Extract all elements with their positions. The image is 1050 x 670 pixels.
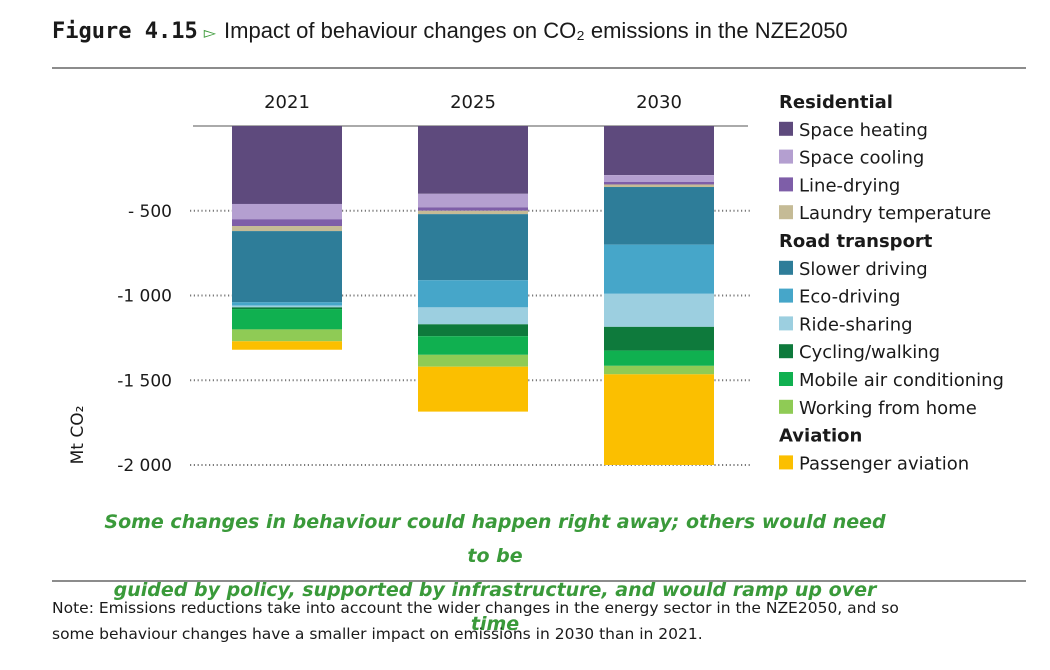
bar-2030-line-drying [604,181,714,185]
legend-item-eco-driving: Eco-driving [799,287,900,308]
y-axis-label: Mt CO₂ [68,406,88,465]
bar-2030-passenger-aviation [604,374,714,465]
y-tick-label-3: -2 000 [117,456,172,476]
bar-2025-line-drying [418,207,528,211]
bar-2021-ride-sharing [232,305,342,308]
category-label-2025: 2025 [450,92,496,113]
stacked-bar-chart: - 500 -1 000 -1 500 -2 000 Mt CO₂ 2021 2025 203… [68,92,1004,476]
figure-title: Figure 4.15 ▻ Impact of behaviour changes … [52,18,848,44]
category-label-2021: 2021 [264,92,310,113]
bar-2030-cycling-walking [604,326,714,351]
legend-swatch-space-heating [779,121,793,136]
bar-2030-space-cooling [604,175,714,182]
bar-2025-laundry-temperature [418,210,528,215]
bar-2030-laundry-temperature [604,184,714,188]
caption-divider [52,580,1026,582]
title-divider [52,67,1026,69]
legend-item-mobile-air-conditioning: Mobile air conditioning [799,370,1004,391]
legend-item-line-drying: Line-drying [799,175,900,196]
bar-2021-space-cooling [232,203,342,220]
legend-group-1: Road transport [779,231,933,252]
bar-2030-working-from-home [604,365,714,375]
bar-2025-cycling-walking [418,324,528,337]
y-tick-label-1: -1 000 [117,287,172,307]
bar-2025-space-cooling [418,193,528,208]
legend-swatch-cycling-walking [779,344,793,359]
bar-2025-space-heating [418,126,528,194]
note-line-1: Note: Emissions reductions take into acc… [52,599,899,617]
figure-arrow-icon: ▻ [203,23,217,42]
bar-2021-cycling-walking [232,307,342,310]
legend-item-passenger-aviation: Passenger aviation [799,453,969,474]
bar-2025-ride-sharing [418,307,528,325]
legend-swatch-laundry-temperature [779,205,793,220]
bar-2021-working-from-home [232,329,342,342]
legend-swatch-slower-driving [779,260,793,275]
bar-2025-mobile-air-conditioning [418,336,528,355]
caption-line-1: Some changes in behaviour could happen r… [104,511,886,567]
bar-2021-slower-driving [232,231,342,303]
bar-2025-slower-driving [418,214,528,281]
legend-item-laundry-temperature: Laundry temperature [799,203,991,224]
legend-swatch-working-from-home [779,399,793,414]
y-tick-label-0: - 500 [128,202,172,222]
legend-item-space-cooling: Space cooling [799,148,924,169]
bar-2021-eco-driving [232,302,342,306]
bar-2030-space-heating [604,126,714,176]
bar-2025-eco-driving [418,280,528,308]
legend-swatch-line-drying [779,177,793,192]
legend-swatch-passenger-aviation [779,455,793,470]
note-line-2: some behaviour changes have a smaller im… [52,625,703,643]
bar-2021-mobile-air-conditioning [232,309,342,330]
legend-item-ride-sharing: Ride-sharing [799,314,913,335]
figure-number: Figure 4.15 [52,19,198,44]
legend-item-space-heating: Space heating [799,120,928,141]
legend-swatch-eco-driving [779,288,793,303]
bar-2030-ride-sharing [604,293,714,327]
figure-title-text: Impact of behaviour changes on CO₂ emiss… [224,18,848,43]
bar-2030-slower-driving [604,187,714,245]
legend-item-working-from-home: Working from home [799,398,977,419]
figure-caption: Some changes in behaviour could happen r… [100,505,890,641]
bar-2021-laundry-temperature [232,226,342,232]
y-tick-label-2: -1 500 [117,371,172,391]
legend-item-slower-driving: Slower driving [799,259,928,280]
legend-swatch-ride-sharing [779,316,793,331]
bar-2025-passenger-aviation [418,366,528,412]
bar-2030-mobile-air-conditioning [604,350,714,366]
bar-2021-line-drying [232,219,342,227]
legend-item-cycling-walking: Cycling/walking [799,342,940,363]
bar-2021-passenger-aviation [232,341,342,350]
legend-swatch-mobile-air-conditioning [779,372,793,386]
bar-2030-eco-driving [604,244,714,294]
bar-2025-working-from-home [418,354,528,367]
legend-swatch-space-cooling [779,149,793,164]
caption-line-2: guided by policy, supported by infrastru… [113,579,877,635]
bar-2021-space-heating [232,126,342,204]
legend-group-2: Aviation [779,426,862,447]
figure-note: Note: Emissions reductions take into acc… [52,595,1042,647]
legend-group-0: Residential [779,92,893,113]
category-label-2030: 2030 [636,92,682,113]
